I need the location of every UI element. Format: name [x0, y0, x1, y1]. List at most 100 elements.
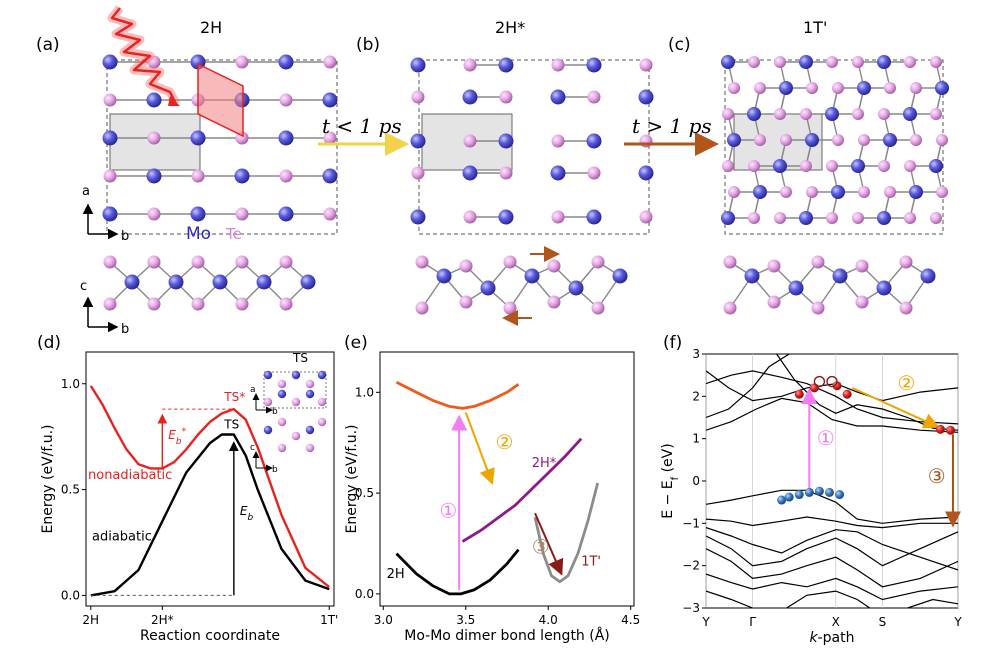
- te-atom: [587, 90, 601, 104]
- mo-atom: [638, 89, 654, 105]
- band-line: [706, 489, 958, 524]
- te-atom: [800, 108, 812, 120]
- mo-atom: [586, 209, 602, 225]
- mo-atom: [322, 92, 338, 108]
- mo-atom: [436, 268, 452, 284]
- mo-atom: [124, 274, 140, 290]
- x-tick-label: 4.5: [621, 613, 640, 627]
- te-atom: [235, 207, 249, 221]
- mo-atom: [883, 133, 897, 147]
- laser-pulse-icon: [107, 5, 181, 107]
- mo-atom: [877, 211, 891, 225]
- step-1-label: ①: [817, 426, 835, 450]
- electron-marker: [945, 425, 955, 435]
- inset-title: TS: [292, 351, 308, 365]
- electron-marker: [842, 389, 852, 399]
- te-atom: [305, 379, 315, 389]
- mo-atom: [462, 89, 478, 105]
- te-atom: [191, 169, 205, 183]
- te-atom: [858, 186, 870, 198]
- eb-sub: b: [247, 513, 253, 523]
- structure-2h: [102, 54, 338, 311]
- y-axis-label: Energy (eV/f.u.): [40, 425, 56, 534]
- x-axis-label-k: k: [810, 630, 819, 646]
- mo-atom: [322, 168, 338, 184]
- inset-ts-structure: TS a b c b: [250, 351, 327, 475]
- mo-atom: [920, 268, 936, 284]
- te-atom: [826, 160, 838, 172]
- te-atom: [826, 212, 838, 224]
- te-atom: [323, 55, 337, 69]
- structure-1t-prime: [721, 55, 949, 315]
- te-atom: [723, 301, 737, 315]
- nonadiabatic-label: nonadiabatic: [88, 468, 172, 483]
- x-tick-label: 3.0: [374, 613, 393, 627]
- eb-label: Eb: [240, 504, 254, 523]
- mo-atom: [909, 185, 923, 199]
- mo-atom: [300, 274, 316, 290]
- mo-atom: [480, 280, 496, 296]
- y-tick-label: −1: [682, 516, 700, 530]
- te-atom: [904, 212, 916, 224]
- panel-label-e: (e): [344, 333, 368, 353]
- x-tick-label: Γ: [749, 615, 756, 629]
- mo-atom: [190, 206, 206, 222]
- band-line: [776, 354, 958, 431]
- series-1T': [533, 482, 600, 584]
- te-atom: [459, 259, 473, 273]
- arrow-fast-label: t < 1 ps: [322, 114, 402, 138]
- te-atom: [930, 212, 942, 224]
- mo-atom: [638, 165, 654, 181]
- y-tick-label: 1: [692, 432, 700, 446]
- mo-atom: [102, 54, 118, 70]
- mo-atom: [263, 425, 273, 435]
- step-3-label: ③: [532, 535, 550, 559]
- structure-2h-star: [410, 57, 654, 326]
- band-line: [706, 516, 958, 529]
- te-atom: [235, 297, 249, 311]
- y-axis-label-prefix: E − E: [660, 480, 676, 518]
- te-atom: [191, 255, 205, 269]
- mo-atom: [744, 268, 760, 284]
- te-atom: [291, 397, 301, 407]
- mo-atom: [550, 89, 566, 105]
- mo-atom: [168, 274, 184, 290]
- te-atom: [147, 131, 161, 145]
- te-atom: [780, 134, 792, 146]
- x-axis-label: k-path: [810, 630, 855, 646]
- empty-state-marker: [826, 375, 838, 388]
- te-atom: [103, 169, 117, 183]
- axes-indicator-cb: c b: [80, 279, 129, 337]
- te-atom: [463, 134, 477, 148]
- mo-atom: [146, 168, 162, 184]
- empty-state-marker: [813, 375, 826, 388]
- te-atom: [855, 295, 869, 309]
- mo-atom: [317, 370, 327, 380]
- x-tick-label: Y: [701, 615, 710, 629]
- te-atom: [910, 134, 922, 146]
- y-tick-label: 1.0: [355, 385, 374, 399]
- te-atom: [806, 82, 818, 94]
- mo-atom: [721, 55, 735, 69]
- series-adiabatic: [90, 433, 330, 597]
- te-atom: [147, 297, 161, 311]
- hole-marker: [804, 487, 814, 497]
- eb-star-sup: *: [182, 427, 187, 437]
- te-atom: [884, 186, 896, 198]
- inset-axis-label: b: [272, 465, 278, 475]
- step-2-label: ②: [495, 430, 513, 454]
- y-tick-label: 2: [692, 389, 700, 403]
- mo-atom: [586, 133, 602, 149]
- te-atom: [754, 82, 766, 94]
- mo-atom: [929, 159, 943, 173]
- y-tick-label: 1.0: [61, 377, 80, 391]
- te-atom: [767, 295, 781, 309]
- mo-atom: [612, 268, 628, 284]
- te-atom: [277, 443, 287, 453]
- te-atom: [832, 82, 844, 94]
- x-axis-label: Mo-Mo dimer bond length (Å): [404, 627, 610, 644]
- plot-frame: [379, 351, 635, 607]
- te-atom: [551, 134, 565, 148]
- te-atom: [884, 82, 896, 94]
